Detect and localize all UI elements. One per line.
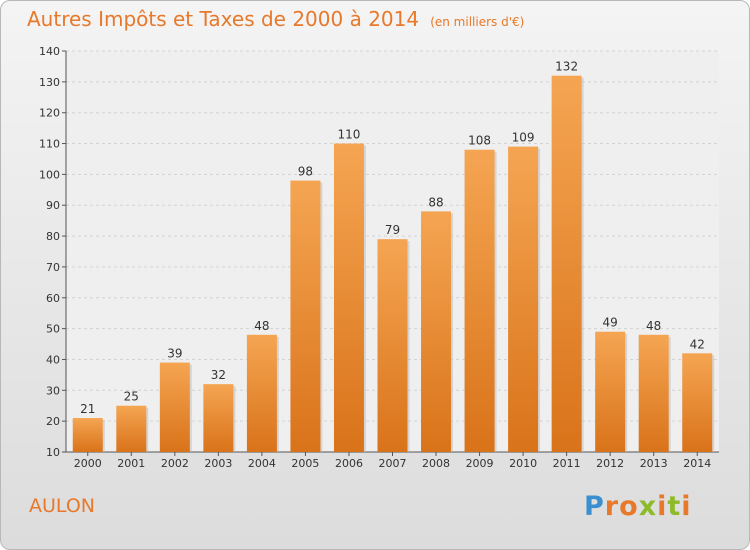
data-label: 21 <box>80 402 95 416</box>
y-tick-label: 140 <box>39 45 60 58</box>
y-tick-label: 130 <box>39 76 60 89</box>
data-label: 42 <box>690 337 705 351</box>
logo-letter: t <box>667 491 682 522</box>
data-label: 25 <box>124 390 139 404</box>
y-tick-label: 60 <box>46 292 60 305</box>
logo-letter: o <box>619 491 639 522</box>
x-tick-label: 2003 <box>204 457 232 470</box>
x-tick-label: 2009 <box>466 457 494 470</box>
x-tick-label: 2013 <box>640 457 668 470</box>
data-label: 49 <box>603 316 618 330</box>
proxiti-logo: Proxiti <box>584 491 692 522</box>
x-tick-label: 2010 <box>509 457 537 470</box>
logo-letter: i <box>657 491 668 522</box>
data-label: 48 <box>254 319 269 333</box>
y-tick-label: 40 <box>46 353 60 366</box>
x-tick-label: 2014 <box>683 457 711 470</box>
logo-letter: i <box>681 491 692 522</box>
data-label: 98 <box>298 165 313 179</box>
bar <box>377 239 408 452</box>
logo-letter: P <box>584 491 605 522</box>
x-tick-label: 2012 <box>596 457 624 470</box>
x-tick-label: 2002 <box>161 457 189 470</box>
data-label: 108 <box>468 134 491 148</box>
data-label: 110 <box>338 128 361 142</box>
y-tick-label: 100 <box>39 168 60 181</box>
bar <box>464 149 495 452</box>
data-label: 32 <box>211 368 226 382</box>
commune-name: AULON <box>29 495 95 517</box>
y-tick-label: 30 <box>46 384 60 397</box>
chart-title: Autres Impôts et Taxes de 2000 à 2014 <box>27 7 420 31</box>
chart-title-block: Autres Impôts et Taxes de 2000 à 2014 (e… <box>27 7 524 31</box>
bar <box>203 384 234 452</box>
x-tick-label: 2007 <box>379 457 407 470</box>
data-label: 39 <box>167 347 182 361</box>
x-tick-label: 2011 <box>553 457 581 470</box>
bar <box>116 405 147 452</box>
bar <box>290 180 321 453</box>
bar <box>159 362 190 452</box>
y-tick-label: 20 <box>46 415 60 428</box>
logo-letter: r <box>604 491 620 522</box>
data-label: 88 <box>428 195 443 209</box>
chart-subtitle: (en milliers d'€) <box>430 15 525 29</box>
bar <box>595 331 626 452</box>
y-tick-label: 10 <box>46 446 60 459</box>
y-tick-label: 120 <box>39 107 60 120</box>
data-label: 132 <box>555 60 578 74</box>
x-tick-label: 2005 <box>291 457 319 470</box>
y-tick-label: 90 <box>46 199 60 212</box>
bar <box>421 211 452 452</box>
x-tick-label: 2008 <box>422 457 450 470</box>
x-tick-label: 2000 <box>74 457 102 470</box>
y-tick-label: 70 <box>46 261 60 274</box>
y-tick-label: 50 <box>46 323 60 336</box>
data-label: 48 <box>646 319 661 333</box>
bar <box>508 146 539 452</box>
bar <box>551 75 582 452</box>
x-tick-label: 2001 <box>117 457 145 470</box>
x-tick-label: 2004 <box>248 457 276 470</box>
bar <box>638 334 669 452</box>
bar <box>333 143 364 453</box>
y-tick-label: 110 <box>39 138 60 151</box>
logo-letter: x <box>638 491 658 522</box>
y-tick-label: 80 <box>46 230 60 243</box>
data-label: 79 <box>385 223 400 237</box>
bar <box>246 334 277 452</box>
bar <box>72 418 103 452</box>
data-label: 109 <box>512 131 535 145</box>
bar <box>682 353 713 452</box>
x-tick-label: 2006 <box>335 457 363 470</box>
